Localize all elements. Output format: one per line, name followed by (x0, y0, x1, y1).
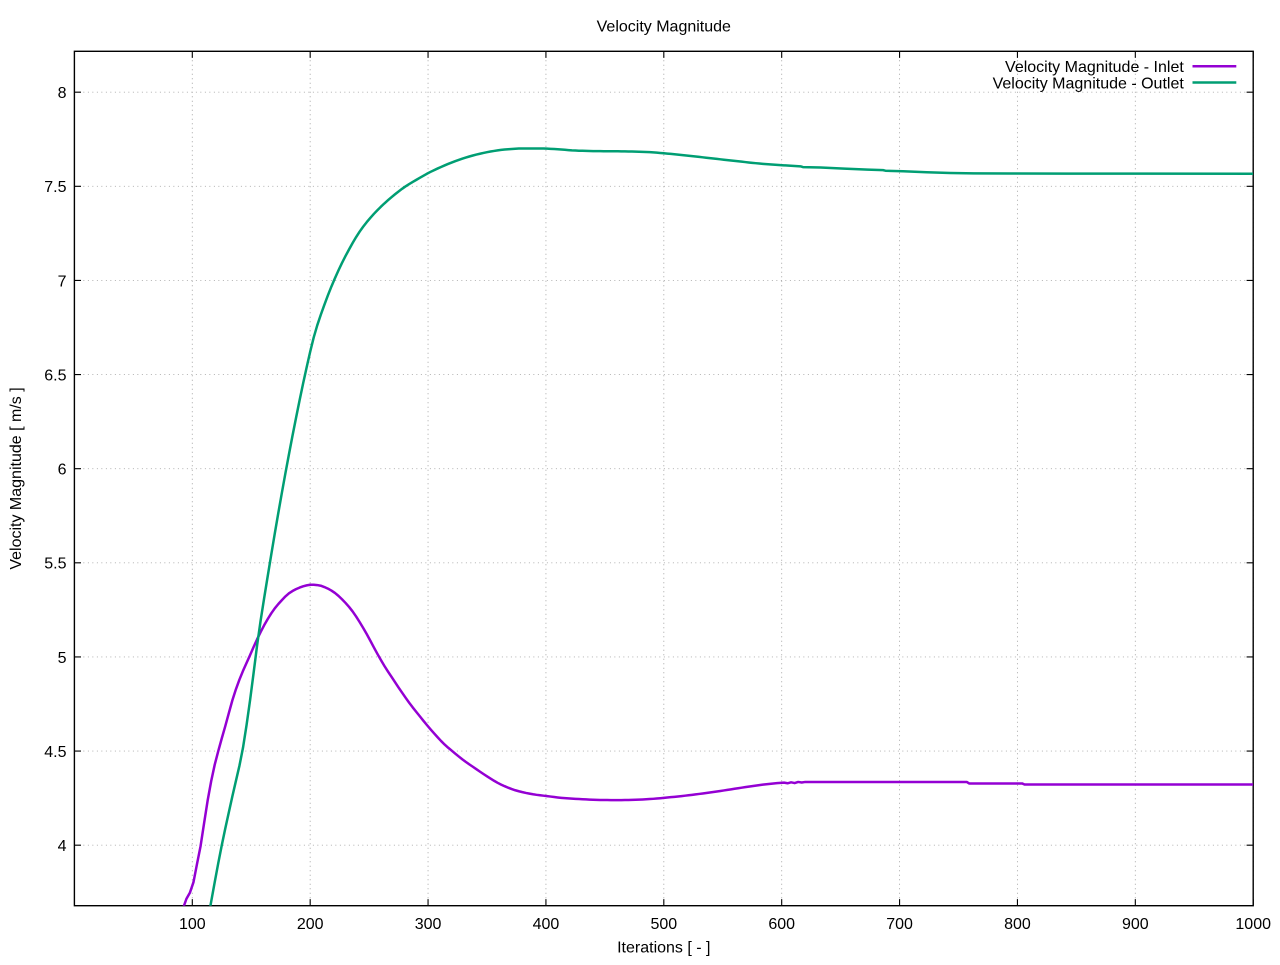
svg-text:4.5: 4.5 (44, 744, 66, 761)
svg-text:1000: 1000 (1235, 916, 1271, 933)
svg-text:7: 7 (58, 273, 67, 290)
svg-text:5.5: 5.5 (44, 556, 66, 573)
svg-text:400: 400 (533, 916, 560, 933)
svg-text:900: 900 (1122, 916, 1149, 933)
svg-text:4: 4 (58, 838, 67, 855)
svg-text:200: 200 (297, 916, 324, 933)
svg-text:Velocity Magnitude: Velocity Magnitude (597, 18, 731, 35)
svg-text:8: 8 (58, 85, 67, 102)
svg-text:Velocity Magnitude - Outlet: Velocity Magnitude - Outlet (993, 75, 1185, 92)
svg-text:800: 800 (1004, 916, 1031, 933)
svg-text:Iterations [ - ]: Iterations [ - ] (617, 940, 710, 957)
svg-text:600: 600 (768, 916, 795, 933)
svg-text:300: 300 (415, 916, 442, 933)
svg-text:Velocity Magnitude - Inlet: Velocity Magnitude - Inlet (1005, 59, 1184, 76)
svg-text:100: 100 (179, 916, 206, 933)
svg-text:6: 6 (58, 462, 67, 479)
svg-text:7.5: 7.5 (44, 179, 66, 196)
svg-text:5: 5 (58, 650, 67, 667)
svg-text:Velocity Magnitude [ m/s ]: Velocity Magnitude [ m/s ] (8, 387, 25, 569)
svg-text:6.5: 6.5 (44, 367, 66, 384)
svg-text:500: 500 (650, 916, 677, 933)
svg-text:700: 700 (886, 916, 913, 933)
